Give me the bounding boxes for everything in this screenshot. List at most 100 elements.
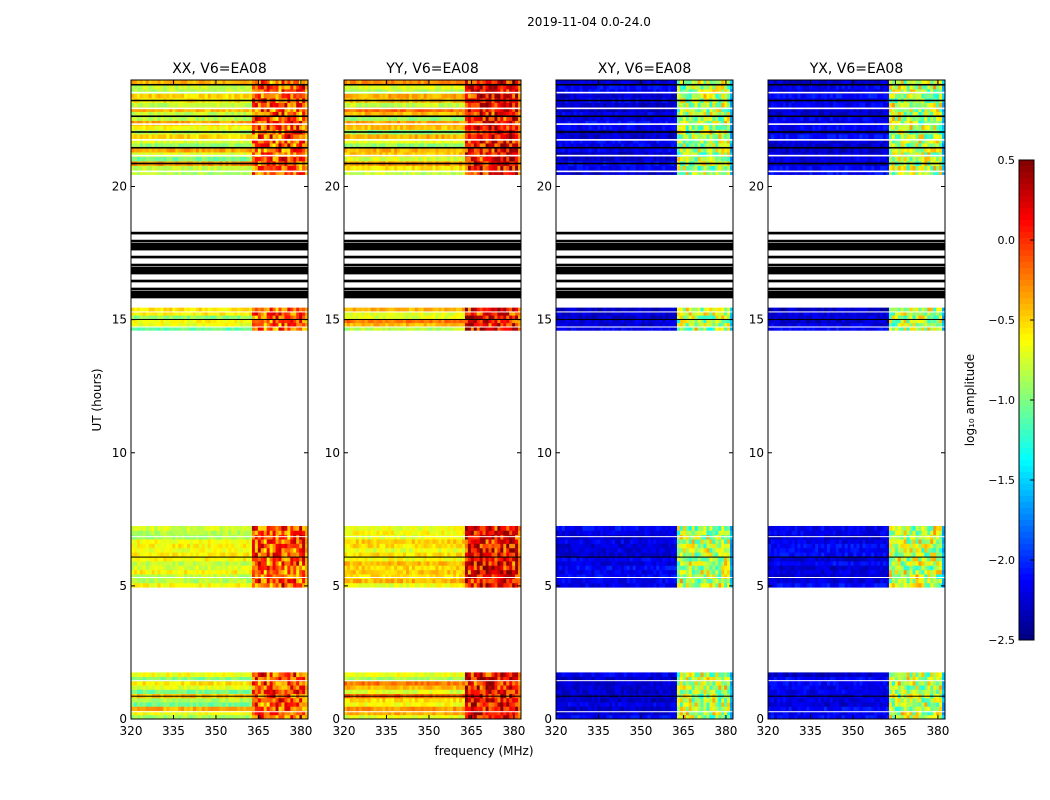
heatmap-cell [344,685,348,690]
heatmap-cell [305,574,309,579]
heatmap-cell [192,543,197,549]
heatmap-cell [231,156,235,162]
heatmap-cell [459,311,463,316]
heatmap-cell [190,697,194,703]
heatmap-cell [293,582,297,588]
heatmap-cell [453,326,457,331]
heatmap-cell [411,689,416,694]
heatmap-cell [266,556,271,562]
heatmap-cell [187,706,191,711]
heatmap-cell [210,165,214,171]
heatmap-cell [133,134,138,139]
heatmap-cell [243,689,247,694]
heatmap-cell [207,143,212,148]
heatmap-cell [509,714,513,720]
heatmap-cell [272,714,276,720]
heatmap-cell [438,702,442,707]
heatmap-cell [225,547,229,553]
heatmap-cell [296,322,300,327]
heatmap-cell [497,574,501,579]
heatmap-cell [367,530,371,536]
heatmap-cell [385,530,389,536]
heatmap-cell [169,539,173,544]
heatmap-cell [305,560,309,566]
heatmap-cell [148,569,153,575]
heatmap-cell [296,574,300,579]
heatmap-cell [139,143,144,148]
heatmap-cell [142,326,147,331]
heatmap-cell [500,547,504,553]
heatmap-cell [512,676,516,682]
heatmap-cell [473,525,478,531]
heatmap-cell [207,152,212,157]
heatmap-cell [485,714,489,720]
heatmap-cell [515,697,519,703]
heatmap-cell [382,552,386,557]
heatmap-cell [266,547,271,553]
heatmap-cell [157,560,161,566]
heatmap-cell [453,689,457,694]
flag-line [131,139,308,141]
heatmap-cell [302,170,306,175]
heatmap-cell [169,107,173,112]
heatmap-cell [225,107,229,112]
heatmap-cell [228,685,232,690]
heatmap-cell [195,702,200,707]
heatmap-cell [254,116,259,121]
heatmap-cell [470,556,475,562]
heatmap-cell [459,560,463,566]
heatmap-cell [512,672,516,678]
heatmap-cell [464,710,469,716]
heatmap-cell [482,556,486,562]
heatmap-cell [397,676,401,682]
heatmap-cell [361,539,366,544]
heatmap-cell [441,322,445,327]
heatmap-cell [257,147,262,153]
heatmap-cell [260,125,265,130]
heatmap-cell [269,165,273,171]
heatmap-cell [133,685,138,690]
heatmap-cell [370,530,374,536]
heatmap-cell [204,672,209,678]
heatmap-cell [148,578,153,584]
heatmap-cell [210,134,214,139]
heatmap-cell [473,560,478,566]
heatmap-cell [299,125,303,130]
heatmap-cell [198,710,203,716]
heatmap-cell [190,578,194,584]
heatmap-cell [459,525,463,531]
heatmap-cell [195,102,200,108]
heatmap-cell [397,326,401,331]
heatmap-cell [485,672,489,678]
heatmap-cell [494,574,498,579]
heatmap-cell [213,676,217,682]
heatmap-cell [231,152,235,157]
heatmap-cell [163,307,167,312]
heatmap-cell [142,689,147,694]
heatmap-cell [142,565,147,571]
heatmap-cell [414,710,419,716]
heatmap-cell [435,702,439,707]
heatmap-cell [281,318,285,324]
heatmap-cell [278,89,282,94]
heatmap-cell [195,322,200,327]
heatmap-cell [352,676,357,682]
heatmap-cell [296,170,300,175]
heatmap-cell [181,560,185,566]
flag-line [131,556,308,558]
heatmap-cell [281,539,285,544]
heatmap-cell [234,322,238,327]
heatmap-cell [263,315,268,320]
heatmap-cell [169,93,173,99]
heatmap-cell [391,543,395,549]
heatmap-cell [157,685,161,690]
heatmap-cell [131,102,135,108]
heatmap-cell [228,702,232,707]
heatmap-cell [364,322,368,327]
heatmap-cell [414,574,419,579]
heatmap-cell [136,152,141,157]
heatmap-cell [145,134,150,139]
heatmap-cell [263,156,268,162]
heatmap-cell [139,543,144,549]
heatmap-cell [181,120,185,126]
